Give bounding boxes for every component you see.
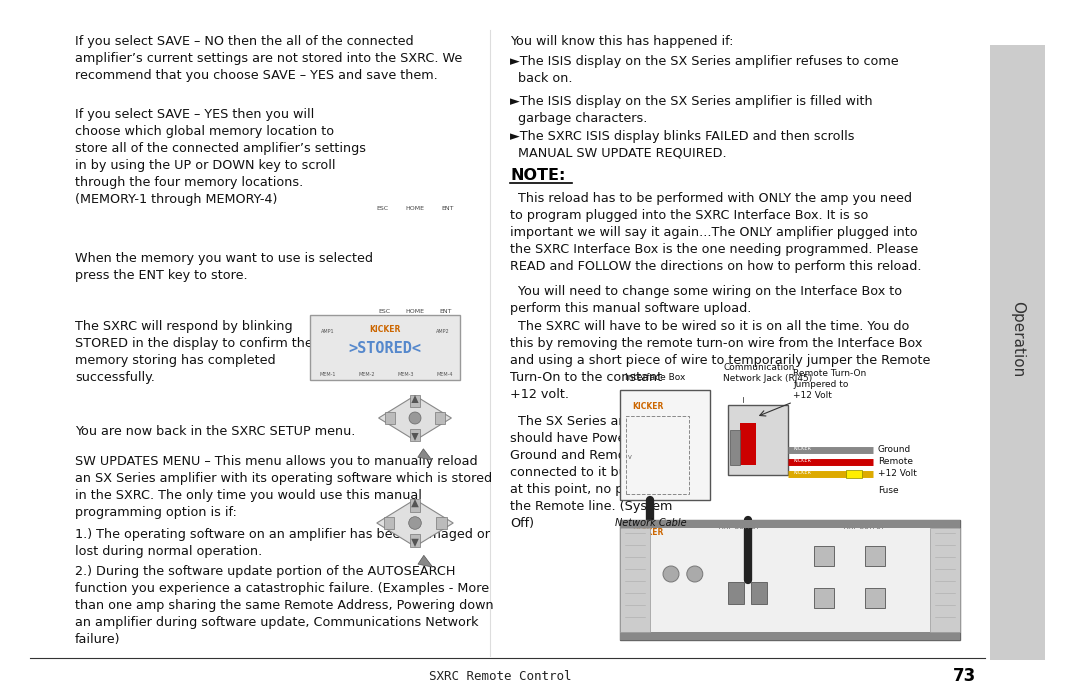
Polygon shape	[411, 499, 419, 507]
Text: KICKER: KICKER	[793, 470, 811, 475]
Text: MEM-2: MEM-2	[359, 372, 375, 377]
Text: If you select SAVE – NO then the all of the connected
amplifier’s current settin: If you select SAVE – NO then the all of …	[75, 35, 462, 82]
Bar	[990, 45, 1045, 660]
Text: >STORED<: >STORED<	[349, 341, 421, 356]
Text: MEM-4: MEM-4	[436, 372, 454, 377]
Bar	[620, 520, 960, 528]
Text: Operation: Operation	[1010, 301, 1025, 377]
Circle shape	[687, 566, 703, 582]
Text: You are now back in the SXRC SETUP menu.: You are now back in the SXRC SETUP menu.	[75, 425, 355, 438]
Text: AMP OUTPUT: AMP OUTPUT	[718, 525, 759, 530]
Text: ►The ISIS display on the SX Series amplifier refuses to come
  back on.: ►The ISIS display on the SX Series ampli…	[510, 55, 899, 85]
Circle shape	[663, 566, 679, 582]
Text: KICKER: KICKER	[793, 447, 811, 452]
Bar	[814, 546, 834, 566]
Polygon shape	[383, 517, 393, 529]
Polygon shape	[411, 433, 419, 441]
Text: When the memory you want to use is selected
press the ENT key to store.: When the memory you want to use is selec…	[75, 252, 373, 282]
Polygon shape	[377, 500, 454, 547]
Polygon shape	[379, 396, 451, 440]
Polygon shape	[410, 535, 420, 547]
Bar	[846, 470, 862, 478]
Text: KICKER: KICKER	[632, 528, 663, 537]
Text: MEM-1: MEM-1	[320, 372, 336, 377]
Text: HOME: HOME	[405, 309, 424, 314]
Polygon shape	[410, 499, 420, 512]
Text: HOME: HOME	[405, 206, 424, 211]
Bar	[730, 430, 740, 465]
Text: +12 Volt: +12 Volt	[878, 468, 917, 477]
Text: ENT: ENT	[441, 206, 454, 211]
Polygon shape	[410, 429, 420, 441]
Circle shape	[408, 517, 421, 529]
Text: Communication
Network Jack (RJ45): Communication Network Jack (RJ45)	[723, 363, 812, 383]
Bar	[930, 528, 960, 632]
Polygon shape	[410, 395, 420, 407]
Text: NOTE:: NOTE:	[510, 168, 565, 183]
Text: ESC: ESC	[377, 206, 389, 211]
Text: 2.) During the software update portion of the AUTOSEARCH
function you experience: 2.) During the software update portion o…	[75, 565, 494, 646]
Text: V: V	[627, 455, 632, 460]
Text: Remote Turn-On
Jumpered to
+12 Volt: Remote Turn-On Jumpered to +12 Volt	[793, 369, 866, 400]
Text: Interface Box: Interface Box	[625, 373, 686, 382]
Polygon shape	[411, 539, 419, 547]
Bar	[620, 390, 710, 500]
Text: SW UPDATES MENU – This menu allows you to manually reload
an SX Series amplifier: SW UPDATES MENU – This menu allows you t…	[75, 455, 492, 519]
Text: Fuse: Fuse	[878, 486, 899, 495]
Text: Remote: Remote	[878, 456, 913, 466]
Bar	[865, 588, 885, 608]
Bar	[620, 520, 960, 640]
Text: AMP OUTPUT: AMP OUTPUT	[845, 525, 886, 530]
Bar	[814, 588, 834, 608]
Text: You will know this has happened if:: You will know this has happened if:	[510, 35, 733, 48]
Polygon shape	[418, 556, 433, 567]
Bar	[752, 582, 768, 604]
Bar	[728, 405, 788, 475]
Text: The SXRC will respond by blinking
STORED in the display to confirm the
memory st: The SXRC will respond by blinking STORED…	[75, 320, 313, 384]
Polygon shape	[411, 395, 419, 403]
Text: ►The ISIS display on the SX Series amplifier is filled with
  garbage characters: ►The ISIS display on the SX Series ampli…	[510, 95, 873, 125]
Circle shape	[409, 412, 421, 424]
Text: KICKER: KICKER	[793, 459, 811, 463]
Text: You will need to change some wiring on the Interface Box to
perform this manual : You will need to change some wiring on t…	[510, 285, 902, 315]
Bar	[728, 582, 744, 604]
Bar	[620, 632, 960, 640]
Text: This reload has to be performed with ONLY the amp you need
to program plugged in: This reload has to be performed with ONL…	[510, 192, 921, 273]
Bar	[626, 416, 689, 494]
Text: ESC: ESC	[378, 309, 390, 314]
Bar	[310, 315, 460, 380]
Bar	[740, 423, 756, 465]
Polygon shape	[418, 449, 432, 460]
Text: Ground: Ground	[878, 445, 912, 454]
Text: 1.) The operating software on an amplifier has been damaged or
lost during norma: 1.) The operating software on an amplifi…	[75, 528, 490, 558]
Text: AMP1: AMP1	[321, 329, 334, 334]
Text: SXRC Remote Control: SXRC Remote Control	[429, 669, 571, 683]
Text: ►The SXRC ISIS display blinks FAILED and then scrolls
  MANUAL SW UPDATE REQUIRE: ►The SXRC ISIS display blinks FAILED and…	[510, 130, 854, 160]
Polygon shape	[436, 517, 446, 529]
Text: ENT: ENT	[440, 309, 453, 314]
Bar	[865, 546, 885, 566]
Text: The SXRC will have to be wired so it is on all the time. You do
this by removing: The SXRC will have to be wired so it is …	[510, 320, 930, 401]
Text: KICKER: KICKER	[632, 402, 663, 411]
Polygon shape	[384, 412, 394, 424]
Text: Network Cable: Network Cable	[615, 518, 687, 528]
Text: 73: 73	[954, 667, 976, 685]
Text: AMP2: AMP2	[436, 329, 449, 334]
Text: MEM-3: MEM-3	[397, 372, 415, 377]
Text: If you select SAVE – YES then you will
choose which global memory location to
st: If you select SAVE – YES then you will c…	[75, 108, 366, 206]
Bar	[620, 528, 650, 632]
Polygon shape	[435, 412, 445, 424]
Text: KICKER: KICKER	[369, 325, 401, 334]
Text: The SX Series amplifier
should have Power,
Ground and Remote
connected to it but: The SX Series amplifier should have Powe…	[510, 415, 675, 530]
